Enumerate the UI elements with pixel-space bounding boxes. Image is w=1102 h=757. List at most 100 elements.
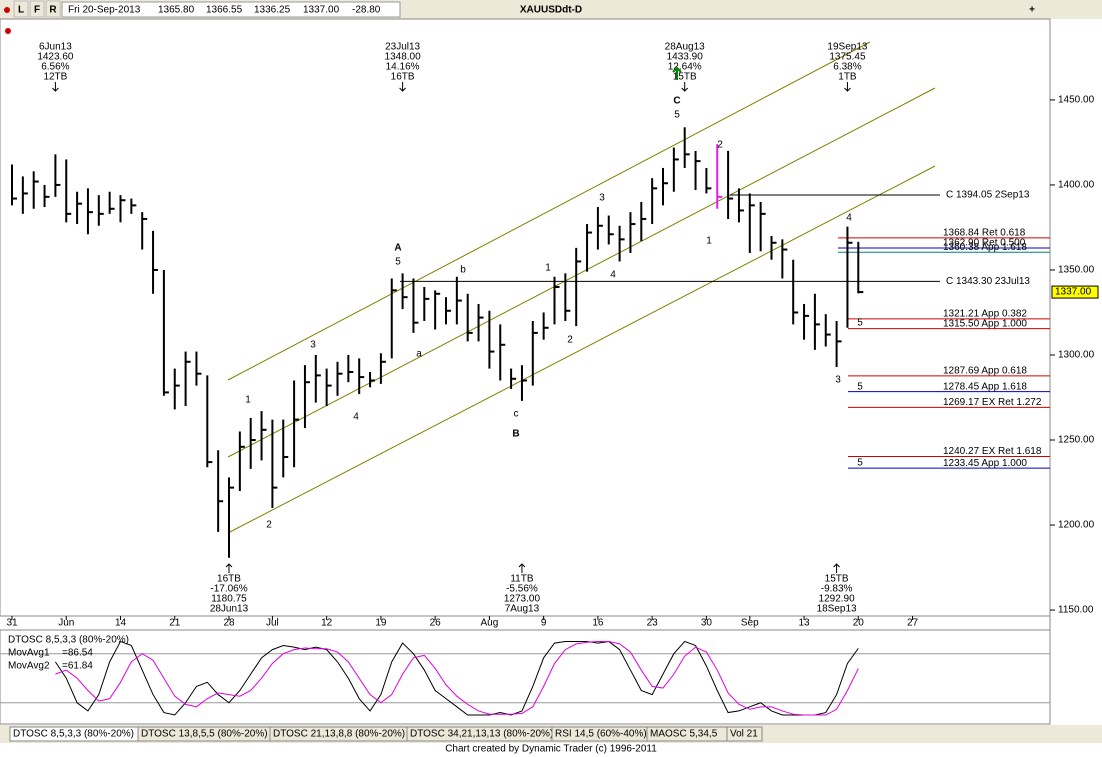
tab-label: DTOSC 21,13,8,8 (80%-20%) xyxy=(273,729,405,740)
tab[interactable] xyxy=(726,726,763,742)
x-tick-label: 19 xyxy=(375,618,387,629)
x-tick-label: 14 xyxy=(115,618,127,629)
pivot-label: 1348.00 xyxy=(385,52,422,63)
x-tick-label: 16 xyxy=(592,618,604,629)
wave-label: A xyxy=(394,243,401,254)
level-label: 1233.45 App 1.000 xyxy=(943,458,1027,469)
level-label: 1360.38 App 1.618 xyxy=(943,242,1027,253)
x-tick-label: Aug xyxy=(481,618,499,629)
pivot-label: 6Jun13 xyxy=(39,42,72,53)
pivot-arrow xyxy=(681,82,689,92)
wave-label: 5 xyxy=(857,382,863,393)
x-tick-label: 28 xyxy=(223,618,235,629)
x-tick-label: 9 xyxy=(541,618,547,629)
x-tick-label: 27 xyxy=(907,618,919,629)
wave-label: 4 xyxy=(353,412,359,423)
pivot-label: -5.56% xyxy=(506,584,538,595)
toolbar-button[interactable] xyxy=(29,0,45,18)
level-label: 1240.27 EX Ret 1.618 xyxy=(943,446,1042,457)
tab-label: DTOSC 8,5,3,3 (80%-20%) xyxy=(13,729,134,740)
toolbar-button[interactable] xyxy=(13,0,29,18)
pivot-arrow xyxy=(518,563,526,573)
wave-label: 4 xyxy=(610,270,616,281)
oscillator-line xyxy=(54,640,859,716)
chart-title: XAUUSDdt-D xyxy=(520,5,582,16)
pivot-arrow xyxy=(399,82,406,92)
pivot-label: 12.64% xyxy=(668,62,702,73)
header-open: 1365.80 xyxy=(158,5,195,16)
toolbar-button[interactable] xyxy=(45,0,61,18)
tab-label: MAOSC 5,34,5 xyxy=(650,729,718,740)
pivot-label: 28Aug13 xyxy=(665,42,705,53)
wave-label: a xyxy=(416,349,422,360)
pivot-label: -9.83% xyxy=(821,584,853,595)
x-tick-label: 23 xyxy=(647,618,659,629)
add-icon[interactable]: + xyxy=(1029,5,1035,16)
x-tick-label: 20 xyxy=(853,618,865,629)
wave-label: B xyxy=(512,429,519,440)
wave-label: C xyxy=(673,96,680,107)
pivot-label: 23Jul13 xyxy=(385,42,420,53)
pivot-label: 15TB xyxy=(673,72,697,83)
pivot-arrow xyxy=(52,82,59,92)
wave-label: 5 xyxy=(857,458,863,469)
pivot-label: 1433.90 xyxy=(667,52,704,63)
pivot-label: 19Sep13 xyxy=(827,42,867,53)
level-label: 1315.50 App 1.000 xyxy=(943,318,1027,329)
pivot-label: 1273.00 xyxy=(504,594,541,605)
pivot-label: 16TB xyxy=(391,72,415,83)
pivot-arrow xyxy=(225,563,233,573)
level-label: 1362.90 Ret 0.500 xyxy=(943,238,1026,249)
record-dot xyxy=(5,28,11,34)
marker-arrow xyxy=(672,66,682,80)
pivot-arrow xyxy=(844,82,851,92)
pivot-label: 11TB xyxy=(510,574,533,585)
x-tick-label: Jun xyxy=(58,618,74,629)
y-tick-label: 1200.00 xyxy=(1058,520,1095,531)
x-tick-label: 21 xyxy=(169,618,181,629)
wave-label: b xyxy=(460,265,466,276)
y-tick-label: 1450.00 xyxy=(1058,95,1095,106)
pivot-label: -17.06% xyxy=(210,584,247,595)
wave-label: 3 xyxy=(310,340,316,351)
tab-label: Vol 21 xyxy=(730,729,758,740)
level-label: 1368.84 Ret 0.618 xyxy=(943,228,1026,239)
tab-label: DTOSC 13,8,5,5 (80%-20%) xyxy=(141,729,268,740)
pivot-label: 1423.60 xyxy=(37,52,74,63)
pivot-label: 16TB xyxy=(217,574,241,585)
wave-label: 2 xyxy=(717,140,723,151)
record-icon xyxy=(4,7,10,13)
wave-label: 1 xyxy=(706,236,712,247)
pivot-label: 7Aug13 xyxy=(505,604,540,615)
wave-label: 5 xyxy=(674,110,680,121)
pivot-label: 15TB xyxy=(825,574,849,585)
level-label: 1287.69 App 0.618 xyxy=(943,366,1027,377)
wave-label: 1 xyxy=(245,395,251,406)
tab-label: RSI 14,5 (60%-40%) xyxy=(555,729,647,740)
x-tick-label: 31 xyxy=(6,618,18,629)
wave-label: 3 xyxy=(835,375,841,386)
legend-name: MovAvg1 xyxy=(8,648,50,659)
y-tick-label: 1300.00 xyxy=(1058,350,1095,361)
footer: Chart created by Dynamic Trader (c) 1996… xyxy=(445,744,657,755)
header-box xyxy=(61,1,401,18)
wave-label: 2 xyxy=(567,335,573,346)
level-label: C 1343.30 23Jul13 xyxy=(946,276,1030,287)
pivot-label: 6.38% xyxy=(833,62,861,73)
wave-label: 5 xyxy=(395,257,401,268)
wave-label: c xyxy=(514,409,519,420)
level-label: 1278.45 App 1.618 xyxy=(943,381,1027,392)
x-tick-label: Jul xyxy=(266,618,279,629)
toolbar-button-label: F xyxy=(34,5,40,16)
pivot-label: 14.16% xyxy=(386,62,420,73)
level-label: 1321.21 App 0.382 xyxy=(943,309,1027,320)
header-high: 1366.55 xyxy=(206,5,243,16)
wave-label: 2 xyxy=(266,520,272,531)
channel-line xyxy=(227,165,936,534)
oscillator-line xyxy=(55,640,859,716)
y-tick-label: 1250.00 xyxy=(1058,435,1095,446)
pivot-label: 1TB xyxy=(838,72,857,83)
x-tick-label: 12 xyxy=(321,618,333,629)
